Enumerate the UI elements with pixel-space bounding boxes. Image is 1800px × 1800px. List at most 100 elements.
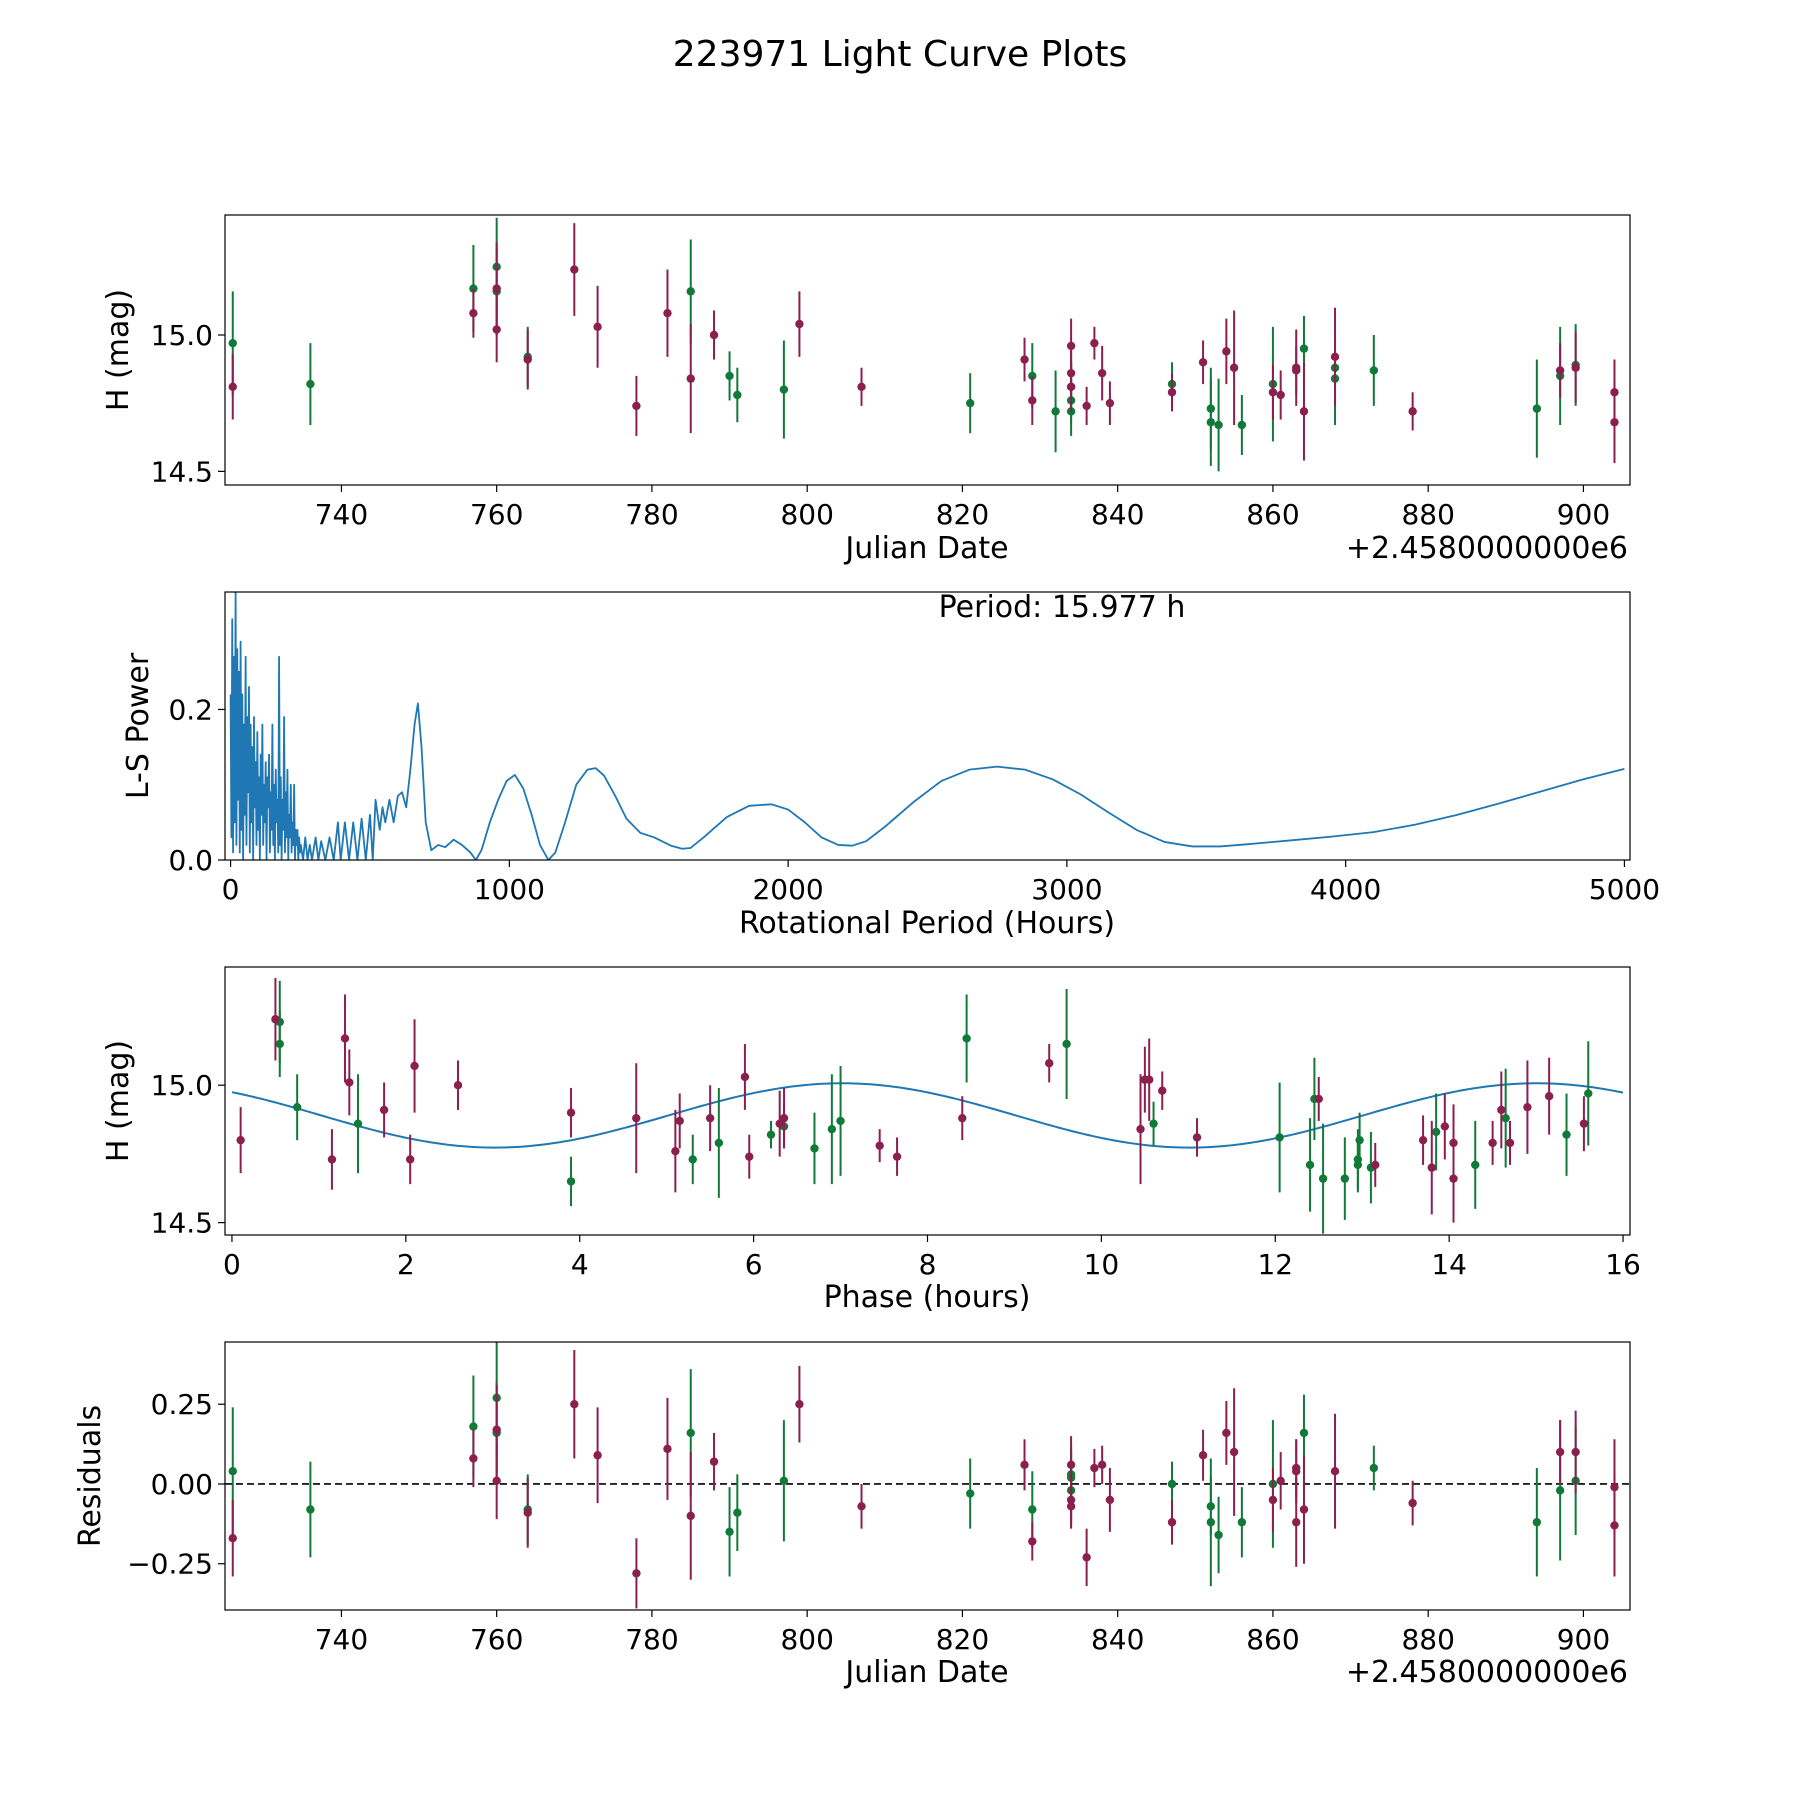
data-point-maroon (492, 296, 501, 363)
marker (570, 265, 579, 274)
data-point-green (962, 994, 971, 1083)
axes-frame (224, 214, 1631, 486)
x-tick: 8 (919, 1235, 937, 1281)
x-tick-label: 16 (1605, 1248, 1641, 1281)
data-point-green (733, 1474, 742, 1551)
data-point-maroon (271, 977, 280, 1061)
data-point-maroon (795, 291, 804, 357)
data-point-maroon (570, 1349, 579, 1459)
x-tick-label: 4000 (1310, 873, 1381, 906)
marker (1299, 344, 1309, 353)
data-point-green (827, 1074, 837, 1185)
x-tick-label: 2 (397, 1248, 415, 1281)
data-point-maroon (1090, 1448, 1099, 1488)
x-tick: 840 (1091, 1610, 1144, 1656)
data-point-maroon (1045, 1043, 1054, 1083)
marker (740, 1072, 750, 1082)
data-point-maroon (345, 1049, 354, 1116)
data-point-maroon (1066, 362, 1076, 412)
marker (1610, 418, 1619, 427)
x-tick-label: 820 (936, 1623, 989, 1656)
axes-frame (224, 591, 1631, 861)
data-point-maroon (1579, 1096, 1589, 1152)
y-tick-label: 15.0 (151, 319, 213, 352)
marker (1330, 1467, 1340, 1476)
marker (1066, 341, 1076, 351)
x-tick: 900 (1557, 485, 1610, 531)
marker (1440, 1122, 1450, 1131)
data-point-maroon (1167, 1499, 1177, 1545)
x-tick-label: 10 (1084, 1248, 1120, 1281)
marker (1158, 1086, 1167, 1095)
y-tick-label: 0.2 (168, 693, 213, 726)
marker (779, 1113, 789, 1123)
marker (1028, 1537, 1037, 1546)
data-point-green (292, 1074, 302, 1141)
marker (1045, 1059, 1054, 1068)
marker (688, 1155, 697, 1164)
x-tick: 740 (315, 1610, 368, 1656)
marker (1136, 1124, 1145, 1134)
x-tick-label: 760 (470, 498, 523, 531)
marker (1471, 1160, 1480, 1170)
x-tick: 5000 (1589, 860, 1660, 906)
data-point-green (1237, 395, 1247, 455)
x-axis-label: Phase (hours) (824, 1280, 1031, 1315)
data-point-maroon (1276, 370, 1285, 420)
data-point-maroon (340, 994, 350, 1083)
marker (686, 1428, 695, 1438)
data-point-maroon (1090, 326, 1099, 360)
data-point-maroon (228, 354, 237, 420)
data-point-maroon (379, 1082, 389, 1138)
x-tick: 900 (1557, 1610, 1610, 1656)
data-point-maroon (1097, 345, 1107, 401)
x-tick-label: 12 (1257, 1248, 1293, 1281)
marker (1066, 1460, 1076, 1470)
marker (405, 1155, 415, 1164)
data-point-maroon (1571, 1410, 1580, 1494)
marker (1292, 363, 1301, 372)
marker (1097, 368, 1107, 378)
x-tick-label: 0 (223, 1248, 241, 1281)
data-point-maroon (632, 375, 641, 436)
x-tick: 800 (780, 1610, 834, 1656)
marker (705, 1113, 715, 1123)
data-point-maroon (1105, 381, 1115, 425)
marker (1020, 355, 1029, 364)
marker (292, 1102, 302, 1112)
marker (836, 1116, 845, 1126)
data-point-green (1340, 1137, 1350, 1220)
marker (1206, 418, 1216, 427)
data-point-maroon (492, 1442, 501, 1520)
data-point-green (566, 1156, 576, 1207)
x-tick-label: 14 (1431, 1248, 1467, 1281)
marker (1305, 1160, 1315, 1170)
marker (469, 1422, 478, 1431)
marker (1427, 1163, 1436, 1172)
marker (1555, 366, 1565, 375)
data-point-maroon (1192, 1118, 1202, 1157)
x-tick-label: 6 (745, 1248, 763, 1281)
marker (345, 1078, 354, 1087)
data-point-maroon (1268, 365, 1278, 420)
data-point-maroon (566, 1087, 576, 1138)
data-point-maroon (775, 1090, 784, 1157)
x-tick-label: 780 (625, 498, 678, 531)
marker (686, 374, 695, 383)
data-point-green (688, 1134, 697, 1185)
data-point-maroon (875, 1129, 884, 1163)
marker (593, 1451, 602, 1460)
data-point-green (1167, 1461, 1177, 1507)
x-tick-label: 740 (315, 1623, 368, 1656)
marker (675, 1116, 684, 1126)
marker (1371, 1160, 1380, 1170)
data-point-green (306, 343, 315, 425)
marker (1051, 407, 1060, 416)
marker (1418, 1135, 1428, 1145)
marker (810, 1144, 819, 1153)
marker (632, 1569, 641, 1578)
data-point-maroon (1229, 1388, 1239, 1516)
x-tick-label: 8 (919, 1248, 937, 1281)
marker (1369, 366, 1379, 375)
data-point-maroon (1158, 1071, 1167, 1110)
